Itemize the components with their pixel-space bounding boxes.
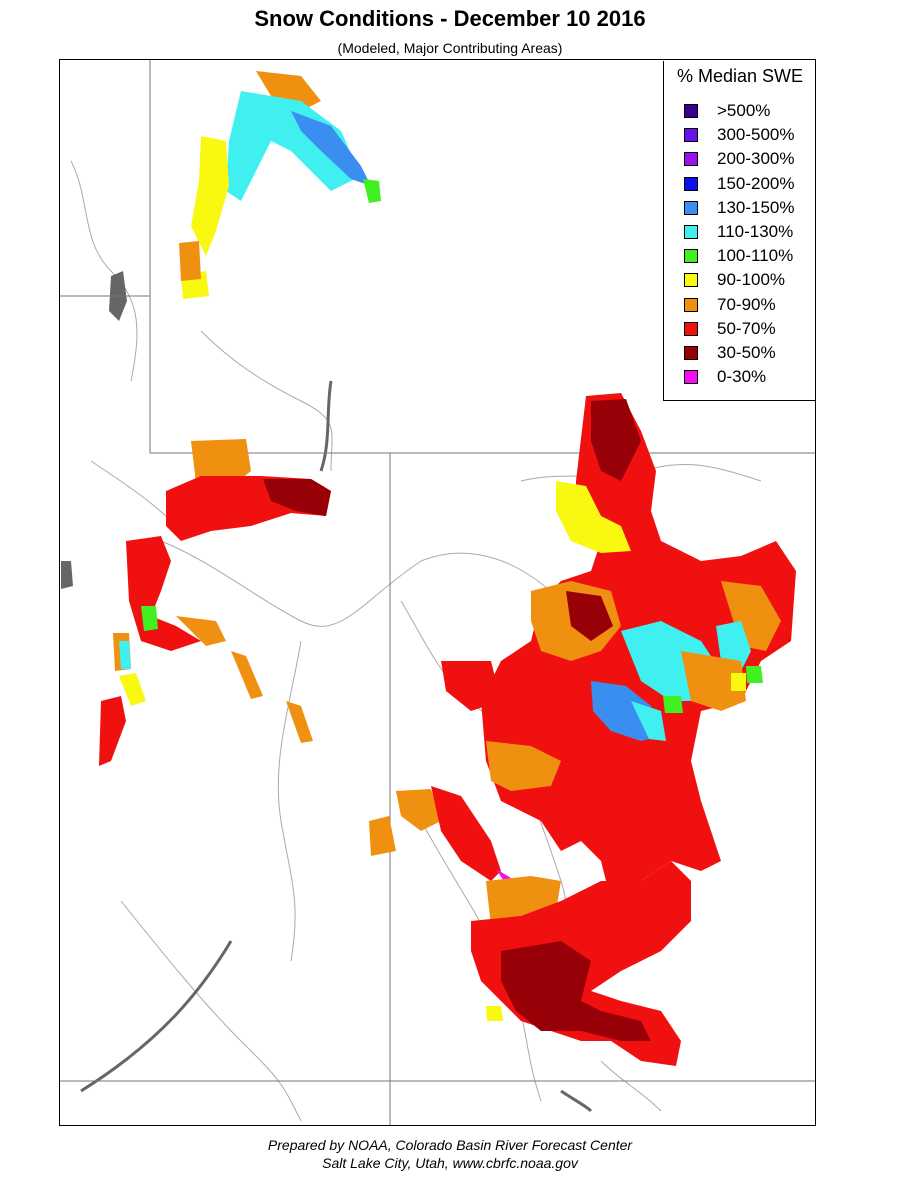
legend-swatch bbox=[684, 297, 698, 312]
snow-region-green bbox=[141, 606, 158, 631]
legend-item: 150-200% bbox=[684, 172, 795, 196]
map-subtitle: (Modeled, Major Contributing Areas) bbox=[337, 40, 563, 56]
map-title: Snow Conditions - December 10 2016 bbox=[254, 6, 646, 31]
legend-label: 70-90% bbox=[717, 294, 776, 314]
snow-region-orange bbox=[681, 651, 746, 711]
credits-line-2: Salt Lake City, Utah, www.cbrfc.noaa.gov bbox=[322, 1155, 578, 1171]
snow-region-red bbox=[441, 661, 501, 711]
legend-label: 50-70% bbox=[717, 318, 776, 338]
snow-region-green bbox=[746, 666, 763, 683]
snow-region-orange bbox=[286, 701, 313, 743]
legend-swatch bbox=[684, 104, 698, 119]
snow-region-red bbox=[126, 536, 201, 651]
legend-label: 130-150% bbox=[717, 197, 795, 217]
snow-region-green bbox=[663, 696, 683, 713]
major-river bbox=[80, 940, 233, 1093]
snow-region-cyan bbox=[119, 641, 131, 669]
legend-swatch bbox=[684, 225, 698, 240]
snow-region-orange bbox=[486, 741, 561, 791]
legend-swatch bbox=[684, 273, 698, 288]
snow-region-orange bbox=[369, 816, 396, 856]
snow-region-darkred bbox=[591, 399, 641, 481]
snow-region-cyan bbox=[226, 91, 361, 201]
legend-swatch bbox=[684, 176, 698, 191]
legend-item: 50-70% bbox=[684, 317, 795, 341]
snow-region-orange bbox=[176, 616, 226, 646]
map-legend: % Median SWE >500% 300-500% 200-300% 150-20… bbox=[663, 61, 815, 401]
lake bbox=[61, 561, 73, 589]
river-line bbox=[600, 1060, 662, 1112]
legend-title: % Median SWE bbox=[676, 66, 804, 86]
state-boundary bbox=[149, 60, 390, 454]
snow-region-orange bbox=[256, 71, 321, 111]
snow-region-blue bbox=[291, 111, 371, 186]
river-line bbox=[70, 160, 138, 382]
legend-label: 90-100% bbox=[717, 270, 786, 290]
legend-item: 110-130% bbox=[684, 220, 795, 244]
snow-region-yellow bbox=[486, 1006, 503, 1021]
snow-region-darkred bbox=[263, 479, 331, 516]
major-river bbox=[319, 380, 333, 472]
snow-region-cyan bbox=[631, 701, 666, 741]
credits-line-1: Prepared by NOAA, Colorado Basin River F… bbox=[267, 1137, 633, 1153]
snow-region-orange bbox=[179, 241, 201, 281]
river-line bbox=[160, 540, 422, 627]
river-line bbox=[277, 640, 302, 962]
legend-label: 300-500% bbox=[717, 125, 795, 145]
legend-swatch bbox=[684, 200, 698, 215]
legend-item: 30-50% bbox=[684, 341, 795, 365]
snow-region-red bbox=[99, 696, 126, 766]
credits-footer: Prepared by NOAA, Colorado Basin River F… bbox=[0, 1136, 900, 1172]
snow-region-orange bbox=[191, 439, 251, 483]
snow-region-darkred bbox=[566, 591, 613, 641]
legend-swatch bbox=[684, 128, 698, 143]
legend-item: 70-90% bbox=[684, 293, 795, 317]
legend-swatch bbox=[684, 370, 698, 385]
river-line bbox=[200, 330, 333, 472]
snow-map bbox=[60, 60, 815, 1125]
snow-region-yellow bbox=[731, 673, 746, 691]
legend-item: 130-150% bbox=[684, 196, 795, 220]
legend-list: >500% 300-500% 200-300% 150-200% 130-150% 110… bbox=[684, 99, 795, 389]
legend-item: 0-30% bbox=[684, 365, 795, 389]
legend-swatch bbox=[684, 345, 698, 360]
legend-item: 300-500% bbox=[684, 123, 795, 147]
snow-region-orange bbox=[231, 651, 263, 699]
legend-label: 100-110% bbox=[717, 246, 794, 266]
legend-swatch bbox=[684, 152, 698, 167]
legend-label: 200-300% bbox=[717, 149, 795, 169]
snow-region-yellow bbox=[556, 481, 631, 553]
snow-region-yellow bbox=[191, 136, 229, 256]
legend-swatch bbox=[684, 249, 698, 264]
snow-region-orange bbox=[396, 789, 441, 831]
snow-region-green bbox=[363, 179, 381, 203]
legend-label: >500% bbox=[717, 101, 771, 121]
legend-item: 90-100% bbox=[684, 268, 795, 292]
river-line bbox=[120, 900, 302, 1122]
river-line bbox=[90, 460, 172, 522]
legend-label: 110-130% bbox=[717, 222, 794, 242]
legend-label: 30-50% bbox=[717, 342, 776, 362]
snow-region-orange bbox=[721, 581, 781, 651]
major-river bbox=[560, 1089, 593, 1113]
legend-item: 200-300% bbox=[684, 147, 795, 171]
snow-region-yellow bbox=[119, 673, 146, 706]
snow-region-darkred bbox=[501, 941, 651, 1041]
legend-swatch bbox=[684, 321, 698, 336]
legend-label: 0-30% bbox=[717, 367, 767, 387]
snow-region-red bbox=[431, 786, 501, 881]
legend-item: >500% bbox=[684, 99, 795, 123]
legend-item: 100-110% bbox=[684, 244, 795, 268]
legend-label: 150-200% bbox=[717, 173, 795, 193]
